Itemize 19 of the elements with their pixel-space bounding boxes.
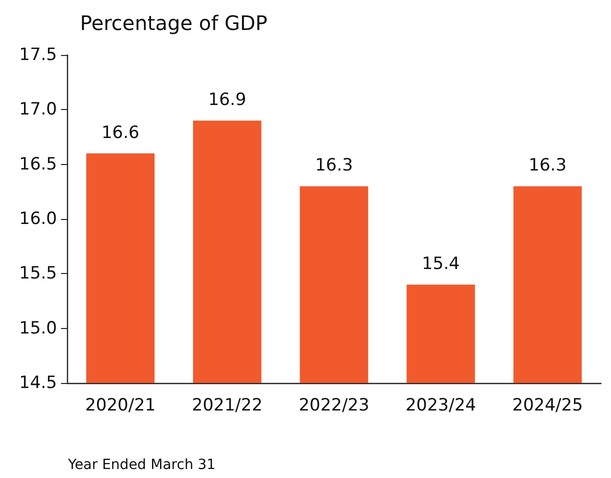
data-label: 16.6 — [101, 122, 140, 143]
x-tick-label: 2022/23 — [298, 396, 370, 416]
y-tick-label: 15.0 — [19, 318, 57, 338]
y-tick-label: 16.0 — [19, 209, 57, 229]
y-tick-label: 14.5 — [19, 373, 57, 393]
x-tick-label: 2020/21 — [85, 396, 156, 416]
chart-title: Percentage of GDP — [80, 11, 268, 35]
y-tick-label: 17.0 — [19, 100, 57, 120]
y-tick-label: 17.5 — [19, 45, 57, 65]
data-label: 16.3 — [528, 156, 567, 176]
y-tick-label: 15.5 — [19, 264, 57, 284]
x-tick-label: 2021/22 — [192, 396, 263, 416]
data-label: 16.9 — [208, 90, 246, 110]
x-tick-label: 2024/25 — [512, 396, 583, 416]
data-label: 15.4 — [422, 254, 460, 274]
text: Year Ended March 31 — [67, 457, 216, 473]
x-tick-label: 2023/24 — [405, 396, 476, 416]
y-tick-label: 16.5 — [19, 154, 57, 174]
data-label: 16.3 — [315, 156, 353, 176]
